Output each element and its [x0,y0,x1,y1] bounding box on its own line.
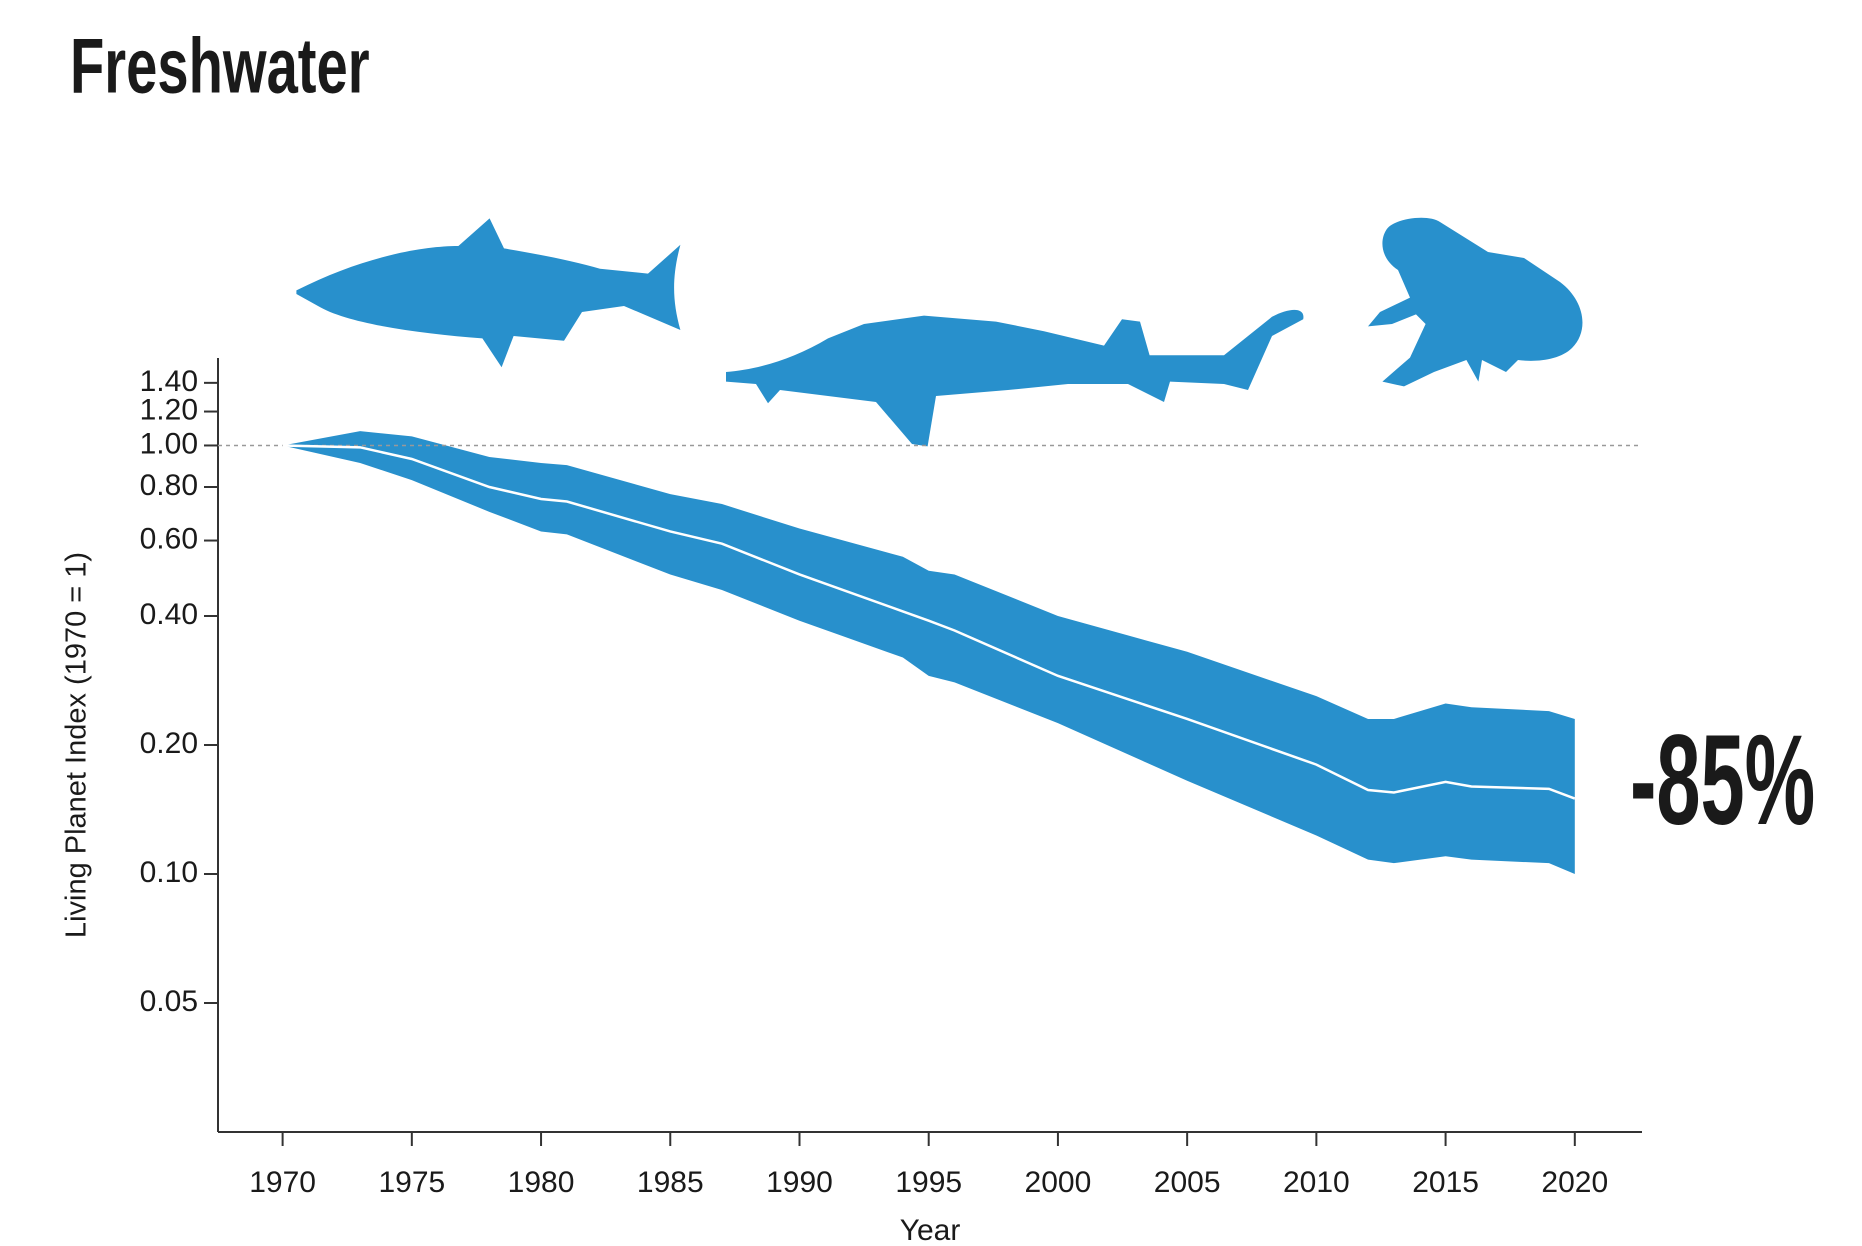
y-tick-label: 0.20 [140,727,198,760]
y-tick-label: 0.80 [140,469,198,502]
x-tick-label: 2000 [1025,1166,1092,1199]
y-tick-label: 1.40 [140,365,198,398]
annotation: -85% [1630,708,1815,851]
x-axis-label: Year [900,1214,961,1246]
x-tick-label: 1995 [895,1166,962,1199]
y-tick-label: 0.10 [140,856,198,889]
y-tick-label: 0.60 [140,522,198,555]
x-tick-label: 2010 [1283,1166,1350,1199]
x-tick-label: 1990 [766,1166,833,1199]
x-tick-label: 2015 [1412,1166,1479,1199]
x-tick-label: 1975 [378,1166,445,1199]
x-tick-label: 1980 [508,1166,575,1199]
y-tick-label: 0.40 [140,598,198,631]
index-line [282,444,1576,800]
y-axis-label: Living Planet Index (1970 = 1) [61,552,93,938]
confidence-band [282,431,1575,874]
x-tick-label: 2005 [1154,1166,1221,1199]
chart-title: Freshwater [70,23,370,110]
x-tick-label: 1970 [249,1166,316,1199]
silhouettes [296,217,1583,447]
y-tick-label: 1.20 [140,393,198,426]
y-tick-label: 1.00 [140,427,198,460]
x-tick-label: 1985 [637,1166,704,1199]
x-tick-label: 2020 [1541,1166,1608,1199]
y-tick-label: 0.05 [140,985,198,1018]
